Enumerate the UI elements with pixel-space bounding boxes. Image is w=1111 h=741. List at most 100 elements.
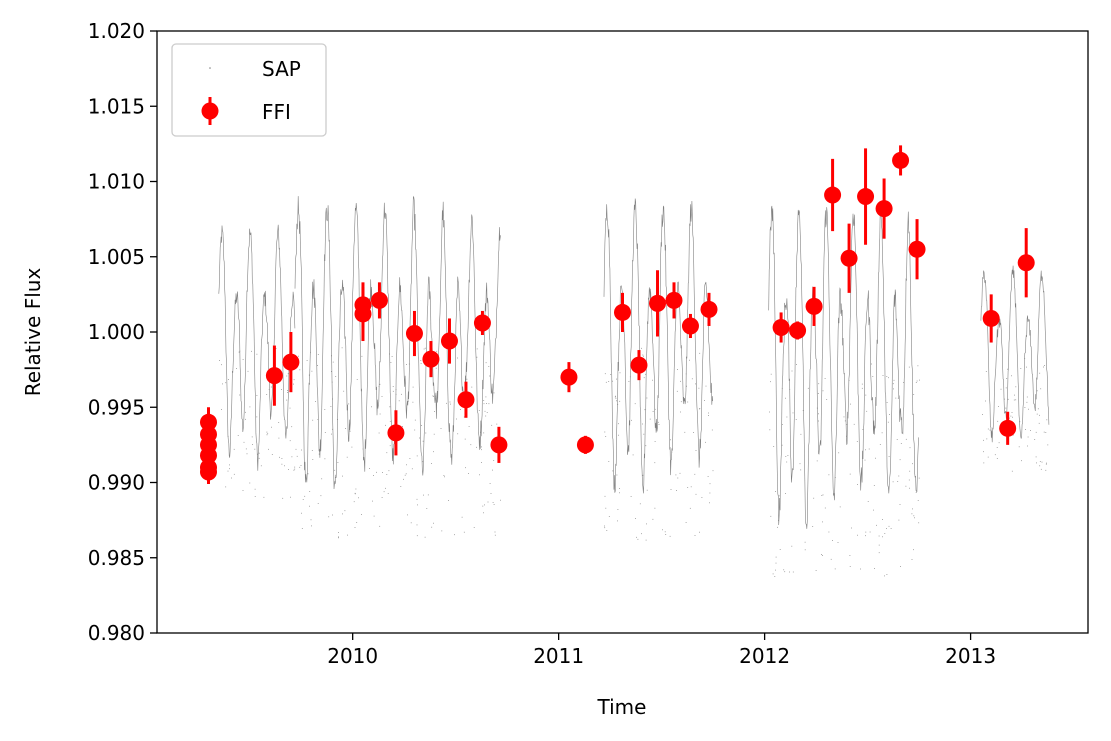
sap-point [631,419,632,421]
ffi-series [199,145,1035,485]
sap-point [641,347,642,349]
legend: SAP FFI [171,43,327,137]
y-axis: 0.980 0.985 0.990 0.995 1.000 1.005 1.010 1.015… [88,19,157,645]
ffi-point [840,249,858,267]
sap-point [604,527,606,529]
sap-point [908,479,910,481]
sap-point [675,474,677,476]
sap-point [481,462,482,463]
sap-point [612,380,613,382]
sap-point [392,386,394,387]
sap-point [310,519,312,521]
sap-point [875,457,876,459]
sap-point [812,526,814,527]
ffi-point [282,353,300,371]
sap-point [483,432,485,434]
sap-point [1030,430,1031,431]
sap-point [787,455,789,456]
sap-point [494,534,496,536]
sap-point [423,348,425,350]
sap-point [338,532,339,533]
sap-point [354,493,356,495]
sap-point [422,461,424,463]
sap-point [905,485,907,487]
sap-point [263,496,265,498]
sap-point [1026,396,1028,398]
sap-point [444,476,445,478]
sap-point [1034,439,1036,440]
sap-point [476,348,478,350]
sap-point [635,518,636,519]
sap-point [828,474,830,476]
sap-point [791,370,793,372]
sap-point [389,406,391,408]
sap-segment [980,265,1050,443]
sap-point [1011,412,1013,413]
sap-point [319,450,320,452]
sap-point [1027,436,1029,438]
sap-point [878,552,880,554]
sap-point [849,555,851,556]
sap-point [818,420,819,422]
sap-point [414,429,416,431]
sap-point [998,406,999,407]
sap-point [270,418,271,420]
sap-point [987,456,989,458]
sap-point [395,389,397,391]
sap-point [306,360,308,361]
sap-point [228,379,229,380]
sap-point [643,355,644,357]
x-tick-label: 2010 [327,644,378,668]
sap-point [985,371,987,372]
sap-point [830,558,832,560]
y-tick-label: 1.000 [88,320,145,344]
sap-point [494,531,496,533]
sap-point [486,412,488,413]
sap-point [795,419,797,420]
sap-point [381,396,383,397]
sap-point [887,421,889,423]
sap-point [1045,469,1047,471]
sap-point [379,525,381,527]
sap-point [330,406,332,407]
sap-point [389,353,390,355]
sap-point [691,378,693,380]
sap-point [846,435,847,437]
sap-point [639,503,641,505]
ffi-point [490,436,508,454]
sap-point [310,351,311,353]
sap-point [334,469,336,471]
sap-point [709,502,710,504]
sap-point [294,468,296,470]
sap-point [278,422,280,423]
sap-point [695,493,697,495]
sap-point [888,377,889,379]
sap-point [1012,434,1014,436]
sap-point [839,506,841,508]
sap-point [680,401,682,403]
sap-point [785,493,786,494]
sap-point [406,364,407,365]
sap-point [488,403,490,405]
sap-point [614,396,616,398]
sap-point [781,388,783,389]
sap-point [634,403,636,405]
sap-point [619,492,620,494]
sap-point [318,453,320,455]
sap-point [604,525,605,527]
sap-point [821,495,823,496]
sap-point [317,354,319,355]
sap-point [291,456,293,458]
ffi-point [1017,254,1035,272]
sap-point [237,435,239,436]
sap-point [664,531,666,533]
sap-point [785,397,786,399]
sap-point [645,373,646,375]
sap-point [487,501,489,503]
ffi-point [457,391,475,409]
sap-point [468,426,470,427]
sap-point [882,375,884,376]
sap-point [433,433,435,435]
sap-point [711,429,713,431]
